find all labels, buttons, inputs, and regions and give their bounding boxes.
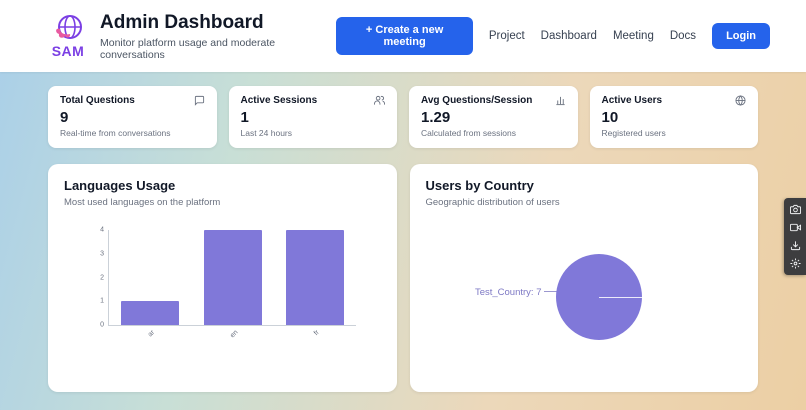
logo-text: SAM	[51, 43, 85, 59]
nav-item-meeting[interactable]: Meeting	[612, 30, 654, 42]
users-icon	[374, 95, 385, 106]
chart-title: Users by Country	[425, 178, 534, 193]
stat-card-active-sessions: Active Sessions 1 Last 24 hours	[228, 86, 397, 148]
stat-title: Avg Questions/Session	[421, 95, 533, 106]
stat-subtitle: Calculated from sessions	[421, 128, 516, 138]
logo-globe-icon	[50, 13, 86, 45]
stat-subtitle: Last 24 hours	[240, 128, 293, 138]
bar-chart-ytick: 1	[100, 297, 104, 305]
side-toolbar	[784, 198, 806, 275]
stat-subtitle: Registered users	[601, 128, 666, 138]
stat-value: 9	[60, 109, 69, 126]
bar-chart-icon	[555, 95, 566, 106]
pie-label-leader-line	[543, 291, 558, 293]
chart-title: Languages Usage	[64, 178, 176, 193]
bar-chart-xtick: en	[228, 329, 240, 340]
nav-item-docs[interactable]: Docs	[669, 30, 697, 42]
users-by-country-card: Users by Country Geographic distribution…	[409, 164, 758, 392]
bar-chart-plot: 0 1 2 3 4 ar en fr	[100, 227, 356, 339]
create-meeting-button[interactable]: + Create a new meeting	[336, 17, 473, 55]
bar-chart-ytick: 3	[100, 250, 104, 258]
bar-chart-xtick: fr	[312, 329, 321, 337]
bar-chart-ytick: 4	[100, 226, 104, 234]
chat-icon	[194, 95, 205, 106]
bar-chart-bar	[285, 230, 344, 325]
stat-card-active-users: Active Users 10 Registered users	[589, 86, 758, 148]
app-logo[interactable]: SAM	[50, 13, 86, 59]
download-icon[interactable]	[790, 240, 801, 251]
main-content: Total Questions 9 Real-time from convers…	[0, 72, 806, 392]
bar-chart-ytick: 2	[100, 274, 104, 281]
stat-subtitle: Real-time from conversations	[60, 128, 171, 138]
chart-subtitle: Most used languages on the platform	[64, 197, 221, 208]
stat-value: 10	[601, 109, 619, 126]
nav-item-dashboard[interactable]: Dashboard	[540, 30, 597, 42]
languages-usage-card: Languages Usage Most used languages on t…	[48, 164, 397, 392]
bar-chart-ytick: 0	[100, 321, 104, 329]
camera-icon[interactable]	[789, 204, 801, 215]
bar-chart-bar	[203, 230, 262, 325]
globe-icon	[735, 95, 746, 106]
header-nav: + Create a new meeting Project Dashboard…	[336, 17, 770, 55]
title-block: Admin Dashboard Monitor platform usage a…	[100, 12, 336, 61]
header: SAM Admin Dashboard Monitor platform usa…	[0, 0, 806, 72]
page-subtitle: Monitor platform usage and moderate conv…	[100, 36, 276, 61]
stat-card-avg-questions: Avg Questions/Session 1.29 Calculated fr…	[409, 86, 578, 148]
login-button[interactable]: Login	[712, 23, 770, 49]
video-icon[interactable]	[789, 222, 801, 233]
pie-chart: Test_Country: 7	[426, 214, 743, 374]
stat-card-total-questions: Total Questions 9 Real-time from convers…	[48, 86, 217, 148]
chart-subtitle: Geographic distribution of users	[425, 197, 560, 208]
stat-value: 1.29	[421, 109, 451, 126]
stats-row: Total Questions 9 Real-time from convers…	[48, 86, 758, 148]
stat-title: Active Sessions	[240, 95, 318, 106]
charts-row: Languages Usage Most used languages on t…	[48, 164, 758, 392]
stat-value: 1	[240, 109, 249, 126]
bar-chart-xtick: ar	[146, 329, 157, 339]
stat-title: Total Questions	[60, 95, 135, 106]
nav-item-project[interactable]: Project	[488, 30, 525, 42]
settings-icon[interactable]	[789, 258, 801, 269]
bar-chart: 0 1 2 3 4 ar en fr	[100, 227, 356, 339]
page-title: Admin Dashboard	[100, 11, 264, 33]
stat-title: Active Users	[601, 95, 663, 106]
pie-slice-label: Test_Country: 7	[474, 287, 542, 299]
pie-slice-divider	[598, 297, 642, 299]
bar-chart-bar	[121, 301, 180, 325]
